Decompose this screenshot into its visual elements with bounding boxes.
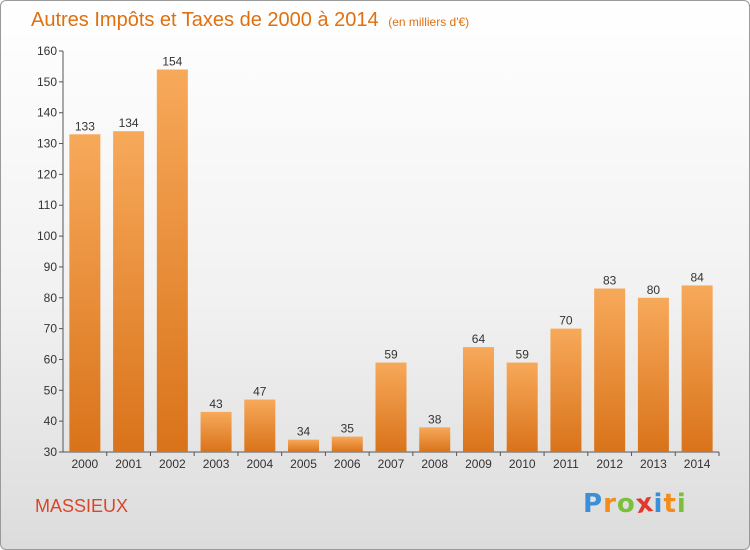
bar-2003 <box>200 411 232 452</box>
bar-2014 <box>681 285 713 452</box>
logo-letter: r <box>603 489 617 519</box>
x-tick-label-2003: 2003 <box>203 457 230 471</box>
value-label-2008: 38 <box>428 412 442 426</box>
chart-title-text: Autres Impôts et Taxes de 2000 à 2014 <box>31 9 379 31</box>
y-tick-label: 60 <box>44 352 58 366</box>
value-label-2003: 43 <box>209 397 223 411</box>
x-tick-label-2004: 2004 <box>246 457 273 471</box>
logo-letter: P <box>583 489 604 519</box>
x-tick-label-2006: 2006 <box>334 457 361 471</box>
y-tick-label: 130 <box>37 137 57 151</box>
logo-letter: x <box>633 487 656 521</box>
y-tick-label: 150 <box>37 75 57 89</box>
value-label-2009: 64 <box>472 332 486 346</box>
bar-2004 <box>244 399 276 452</box>
value-label-2010: 59 <box>516 348 530 362</box>
value-label-2007: 59 <box>384 348 398 362</box>
bar-2006 <box>331 436 363 452</box>
y-tick-label: 140 <box>37 106 57 120</box>
x-tick-label-2000: 2000 <box>72 457 99 471</box>
value-label-2011: 70 <box>559 314 573 328</box>
y-tick-label: 50 <box>44 383 58 397</box>
bars: 133 134 154 43 47 34 35 59 38 64 59 70 83 80 84 <box>69 55 713 453</box>
proxiti-logo: Proxiti <box>583 487 687 521</box>
bar-2012 <box>594 288 626 452</box>
x-tick-label-2014: 2014 <box>684 457 711 471</box>
commune-name: MASSIEUX <box>35 496 129 516</box>
bar-2002 <box>156 69 188 452</box>
y-tick-label: 120 <box>37 167 57 181</box>
y-tick-label: 30 <box>44 445 58 459</box>
x-tick-label-2013: 2013 <box>640 457 667 471</box>
value-label-2002: 154 <box>162 55 182 69</box>
logo-letter: t <box>663 489 677 519</box>
bar-2013 <box>637 297 669 452</box>
y-tick-label: 100 <box>37 229 57 243</box>
chart-subtitle: (en milliers d'€) <box>388 15 470 29</box>
y-tick-label: 40 <box>44 414 58 428</box>
value-label-2013: 80 <box>647 283 661 297</box>
bar-2008 <box>419 427 451 452</box>
logo-letter: i <box>676 489 687 519</box>
value-label-2006: 35 <box>341 422 355 436</box>
y-tick-label: 80 <box>44 291 58 305</box>
x-tick-label-2002: 2002 <box>159 457 186 471</box>
value-label-2005: 34 <box>297 425 311 439</box>
x-tick-label-2011: 2011 <box>553 457 579 471</box>
x-tick-label-2012: 2012 <box>596 457 623 471</box>
bar-2005 <box>288 439 320 452</box>
y-tick-label: 110 <box>38 198 57 212</box>
y-tick-label: 90 <box>44 260 58 274</box>
value-label-2000: 133 <box>75 119 95 133</box>
x-tick-label-2008: 2008 <box>421 457 448 471</box>
value-label-2001: 134 <box>119 116 139 130</box>
chart-title: Autres Impôts et Taxes de 2000 à 2014 (e… <box>31 9 469 32</box>
x-tick-label-2009: 2009 <box>465 457 492 471</box>
y-tick-label: 70 <box>44 322 58 336</box>
x-tick-label-2005: 2005 <box>290 457 317 471</box>
value-label-2012: 83 <box>603 274 617 288</box>
x-tick-label-2007: 2007 <box>378 457 405 471</box>
bar-2009 <box>462 347 494 452</box>
logo-letter: i <box>653 489 664 519</box>
bar-2001 <box>113 131 145 452</box>
value-label-2004: 47 <box>253 385 267 399</box>
y-tick-label: 160 <box>37 44 57 58</box>
bar-2011 <box>550 328 582 452</box>
x-tick-label-2010: 2010 <box>509 457 536 471</box>
x-tick-label-2001: 2001 <box>115 457 142 471</box>
value-label-2014: 84 <box>690 270 704 284</box>
bar-2000 <box>69 134 101 453</box>
bar-2007 <box>375 362 407 452</box>
bar-2010 <box>506 362 538 452</box>
logo-letter: o <box>616 489 636 519</box>
